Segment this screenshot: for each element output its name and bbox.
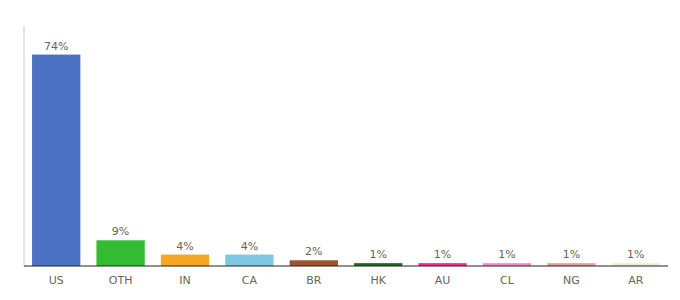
data-label: 1% — [563, 248, 580, 261]
x-axis-line — [24, 265, 668, 266]
page: {"chart_data": {"type": "bar", "categori… — [0, 0, 680, 300]
x-tick-label: AR — [628, 274, 644, 287]
bar — [290, 260, 338, 266]
data-label: 9% — [112, 225, 129, 238]
data-label: 4% — [176, 240, 193, 253]
data-labels: 74% 9% 4% 4% 2% 1% 1% 1% 1% 1% — [44, 40, 645, 262]
bar — [32, 55, 80, 266]
data-label: 1% — [498, 248, 515, 261]
bar — [225, 255, 273, 266]
y-axis-line — [24, 26, 25, 266]
x-tick-label: NG — [563, 274, 580, 287]
data-label: 2% — [305, 245, 322, 258]
data-label: 74% — [44, 40, 68, 53]
x-tick-label: IN — [179, 274, 190, 287]
bars — [32, 55, 660, 266]
x-tick-label: HK — [370, 274, 386, 287]
bar — [96, 240, 144, 266]
x-tick-label: CA — [242, 274, 258, 287]
data-label: 1% — [434, 248, 451, 261]
data-label: 4% — [241, 240, 258, 253]
chart: 74% 9% 4% 4% 2% 1% 1% 1% 1% 1% US OTH IN CA BR HK AU CL NG… — [0, 0, 680, 300]
data-label: 1% — [369, 248, 386, 261]
x-tick-label: US — [49, 274, 64, 287]
data-label: 1% — [627, 248, 644, 261]
x-tick-label: BR — [306, 274, 322, 287]
x-tick-label: OTH — [109, 274, 133, 287]
x-tick-labels: US OTH IN CA BR HK AU CL NG AR — [49, 274, 644, 287]
bar — [161, 255, 209, 266]
chart-container: 74% 9% 4% 4% 2% 1% 1% 1% 1% 1% US OTH IN CA BR HK AU CL NG… — [0, 0, 680, 300]
x-tick-label: AU — [435, 274, 451, 287]
x-tick-label: CL — [500, 274, 515, 287]
